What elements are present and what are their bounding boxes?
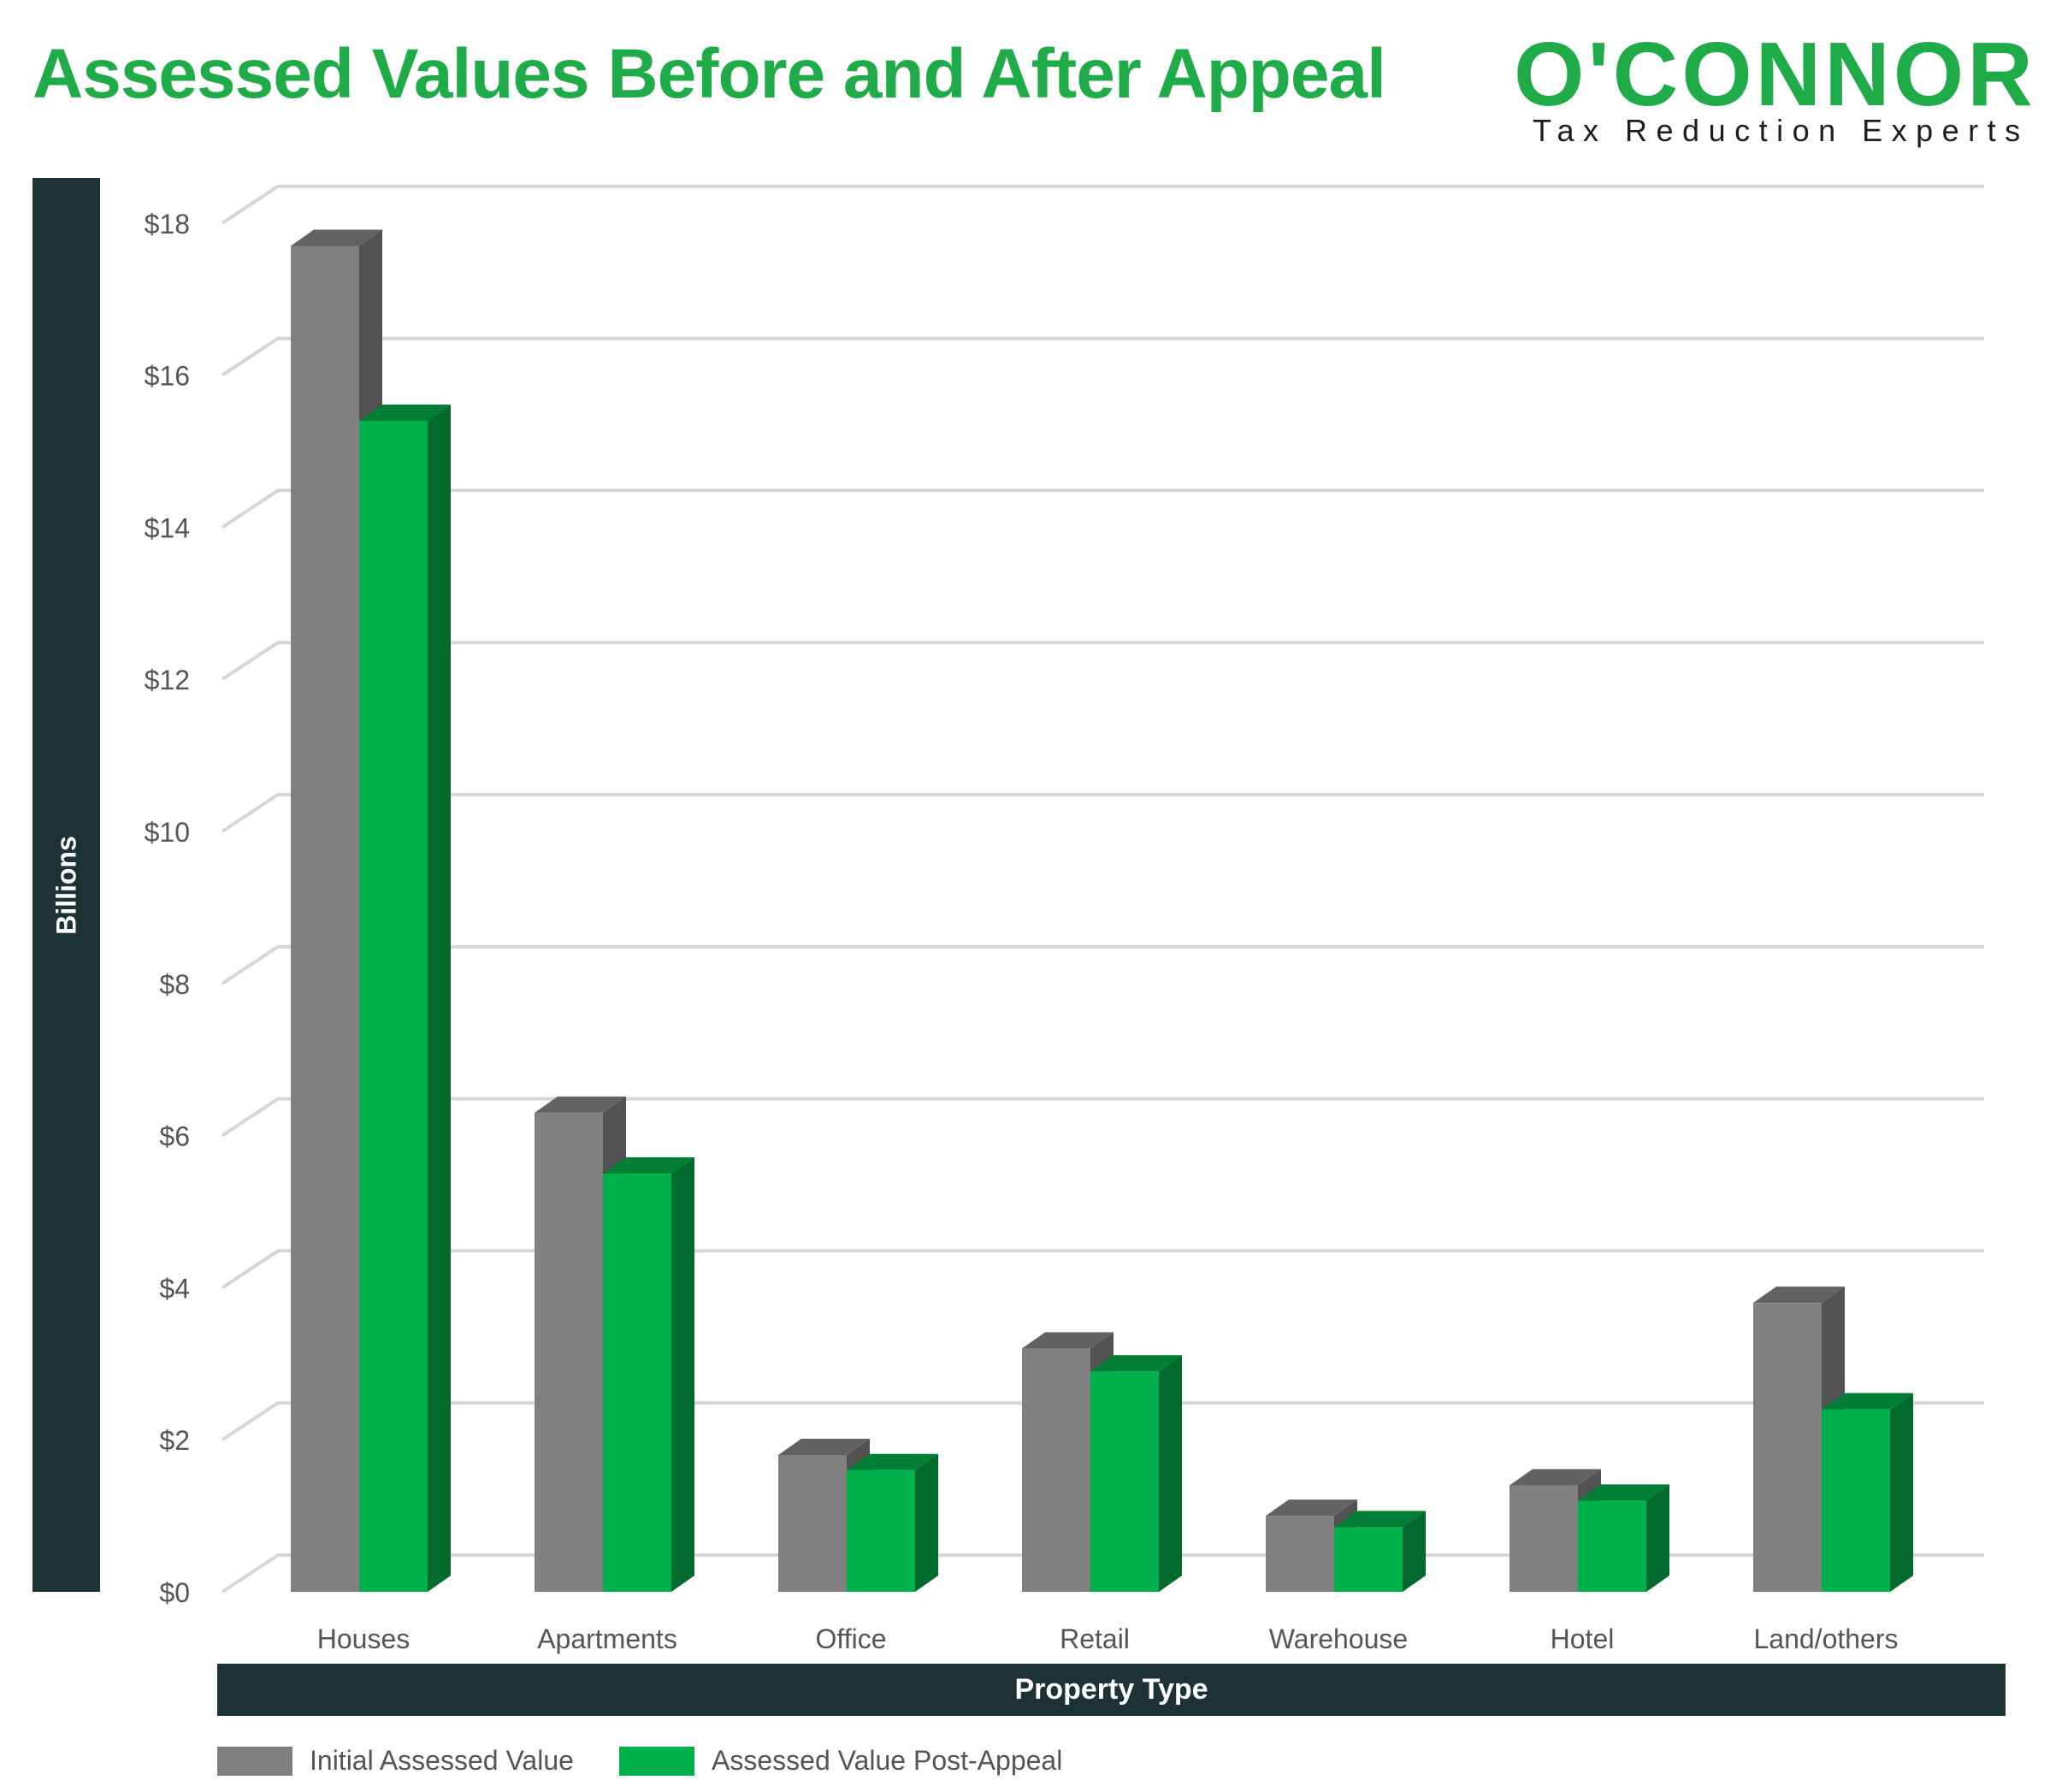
x-tick-label: Office (816, 1623, 887, 1654)
bar-side (1403, 1511, 1426, 1592)
bar-front (847, 1470, 915, 1592)
bar (847, 1453, 938, 1592)
chart-title: Assessed Values Before and After Appeal (32, 35, 1386, 113)
legend-swatch-post-appeal (619, 1746, 694, 1776)
x-tick-label: Land/others (1753, 1623, 1898, 1654)
bar-top (1578, 1484, 1669, 1501)
x-tick-labels: Houses Apartments Office Retail Warehouse Hot… (317, 1623, 1899, 1654)
gridline (221, 1097, 1984, 1138)
bar-top (1022, 1332, 1114, 1349)
bar-chart-plot: $0 $2 $4 $6 $8 $10 $12 $14 $16 $18 Houses Apartmen… (145, 184, 1984, 1654)
bar-top (291, 229, 382, 246)
legend-label-post-appeal: Assessed Value Post-Appeal (712, 1745, 1063, 1776)
bars (291, 229, 1913, 1593)
y-tick-label: $6 (159, 1121, 190, 1152)
x-axis-label-bar: Property Type (217, 1664, 2006, 1716)
bar-side (1159, 1355, 1182, 1592)
bar-top (359, 404, 451, 421)
x-tick-label: Warehouse (1269, 1623, 1408, 1654)
y-tick-label: $2 (159, 1425, 190, 1456)
y-tick-labels: $0 $2 $4 $6 $8 $10 $12 $14 $16 $18 (145, 209, 190, 1608)
bar (1334, 1511, 1426, 1592)
gridline (221, 1401, 1984, 1441)
y-tick-label: $4 (159, 1273, 190, 1304)
y-tick-label: $0 (159, 1577, 190, 1608)
bar-top (1266, 1499, 1357, 1517)
x-tick-label: Retail (1060, 1623, 1130, 1654)
bar-front (1022, 1348, 1090, 1592)
bar-top (1822, 1393, 1913, 1410)
bar-front (1090, 1371, 1159, 1592)
legend-item-initial: Initial Assessed Value (217, 1745, 574, 1777)
bar (1578, 1484, 1669, 1592)
y-tick-label: $8 (159, 969, 190, 1000)
y-axis-label-bar: Billions (32, 178, 100, 1592)
bar-top (1753, 1286, 1845, 1304)
bar-top (1509, 1469, 1601, 1486)
gridline (221, 488, 1984, 529)
bar-front (778, 1454, 847, 1592)
y-tick-label: $12 (145, 665, 190, 695)
bar (1090, 1355, 1182, 1592)
y-tick-label: $18 (145, 209, 190, 240)
gridline (221, 944, 1984, 985)
bar (359, 404, 451, 1593)
bar-side (428, 404, 451, 1593)
bar-front (603, 1174, 671, 1592)
y-tick-label: $14 (145, 512, 190, 543)
bar-top (1090, 1355, 1182, 1372)
bar (1822, 1393, 1913, 1592)
gridline (221, 1249, 1984, 1290)
bar-front (1334, 1527, 1403, 1592)
gridline (221, 793, 1984, 833)
bar-top (603, 1157, 694, 1174)
bar-front (1578, 1500, 1646, 1592)
bar-front (1822, 1409, 1890, 1592)
logo-wordmark: O'CONNOR (1514, 24, 2036, 125)
bar-top (847, 1453, 938, 1470)
bar-top (1334, 1511, 1426, 1528)
bar-top (778, 1438, 870, 1455)
bar-side (671, 1157, 694, 1592)
bar (603, 1157, 694, 1592)
oconnor-logo: O'CONNOR Tax Reduction Experts (1514, 29, 2035, 149)
bar-side (915, 1453, 938, 1592)
bar-side (1646, 1484, 1669, 1592)
bar-front (1753, 1303, 1822, 1592)
legend-item-post-appeal: Assessed Value Post-Appeal (619, 1745, 1062, 1777)
gridline (221, 336, 1984, 377)
bar-front (291, 245, 359, 1593)
x-axis-label: Property Type (1014, 1673, 1208, 1706)
legend-label-initial: Initial Assessed Value (310, 1745, 574, 1776)
bar-front (1509, 1485, 1578, 1592)
y-tick-label: $10 (145, 817, 190, 848)
x-tick-label: Hotel (1551, 1623, 1615, 1654)
legend-swatch-initial (217, 1746, 292, 1776)
bar-front (1266, 1516, 1334, 1592)
gridline (221, 641, 1984, 681)
x-tick-label: Houses (317, 1623, 411, 1654)
bar-side (1890, 1393, 1913, 1592)
logo-tagline: Tax Reduction Experts (1533, 113, 2029, 148)
y-tick-label: $16 (145, 361, 190, 392)
gridline (221, 184, 1984, 225)
bar-front (535, 1112, 603, 1592)
bar-front (359, 420, 428, 1593)
bar-top (535, 1096, 626, 1113)
x-tick-label: Apartments (537, 1623, 677, 1654)
